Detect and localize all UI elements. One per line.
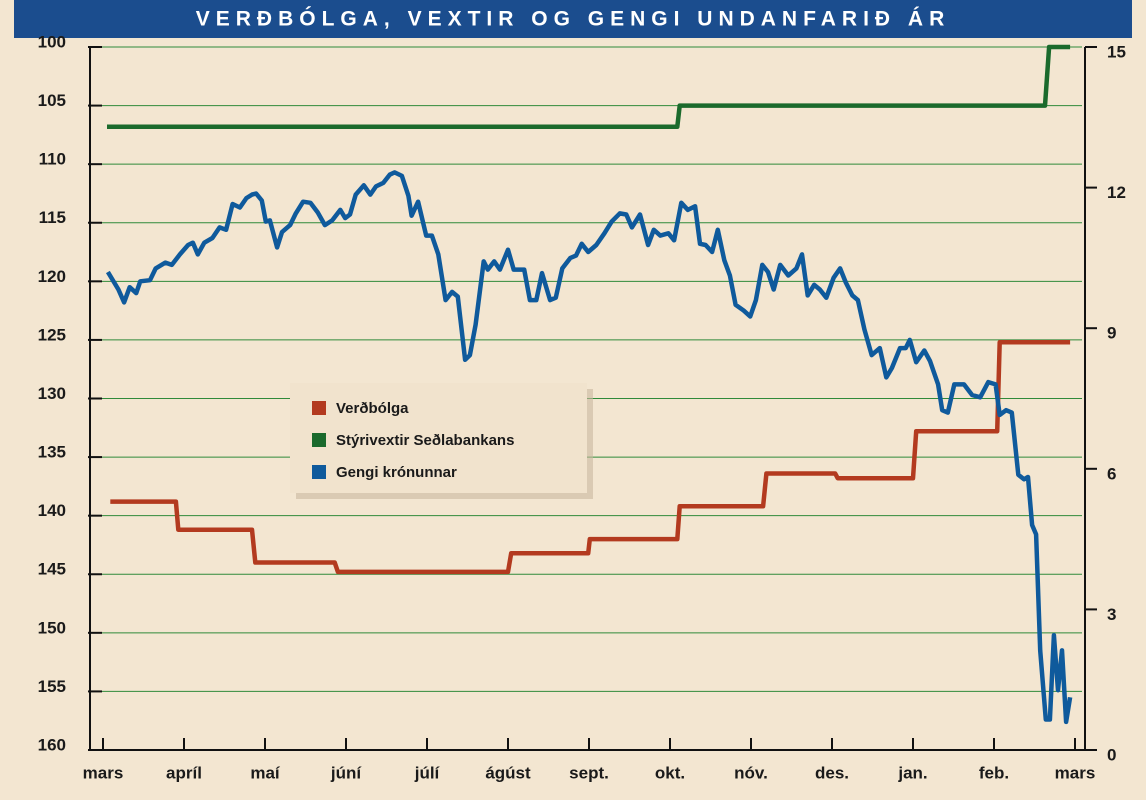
y-tick-label: 155 [38,677,66,696]
x-tick-label: maí [250,763,281,782]
y-tick-label: 105 [38,91,66,110]
x-tick-label: mars [83,763,124,782]
y-tick-label: 145 [38,560,66,579]
title-bar [14,0,1132,38]
series-line [105,170,1073,725]
x-tick-label: nóv. [734,763,768,782]
legend-swatch [312,433,326,447]
series-line [110,340,1071,575]
y2-tick-label: 0 [1107,745,1116,764]
y-tick-label: 150 [38,618,66,637]
x-tick-label: apríl [166,763,202,782]
y2-tick-label: 12 [1107,183,1126,202]
y-tick-label: 100 [38,32,66,51]
lines [105,44,1073,725]
x-tick-label: okt. [655,763,685,782]
x-tick-label: júlí [414,763,441,782]
legend-swatch [312,465,326,479]
x-tick-label: ágúst [485,763,531,782]
y-tick-label: 160 [38,735,66,754]
y2-tick-label: 3 [1107,605,1116,624]
x-tick-label: jan. [897,763,927,782]
y-tick-label: 115 [39,208,66,227]
y-tick-label: 110 [39,150,66,169]
x-tick-label: sept. [569,763,609,782]
legend-label: Gengi krónunnar [336,464,457,481]
y-tick-label: 120 [38,267,66,286]
legend-label: Verðbólga [336,400,409,417]
y2-tick-label: 6 [1107,464,1116,483]
legend-label: Stýrivextir Seðlabankans [336,432,514,449]
axes: 100 105 110 115 120 125 130 135 140 145 150 155 160 0… [38,32,1126,782]
legend-box [290,383,587,493]
x-tick-label: júní [330,763,362,782]
chart-title: VERÐBÓLGA, VEXTIR OG GENGI UNDANFARIÐ ÁR [196,7,951,31]
series-line [107,44,1071,129]
legend-swatch [312,401,326,415]
y2-tick-label: 15 [1107,42,1126,61]
legend: Verðbólga Stýrivextir Seðlabankans Gengi k… [290,383,593,499]
x-tick-label: feb. [979,763,1009,782]
x-tick-label: des. [815,763,849,782]
grid [90,46,1082,751]
y-tick-label: 140 [38,501,66,520]
y-tick-label: 125 [38,325,66,344]
y-tick-label: 130 [38,384,66,403]
y2-tick-label: 9 [1107,324,1116,343]
x-tick-label: mars [1055,763,1096,782]
y-tick-label: 135 [38,443,66,462]
